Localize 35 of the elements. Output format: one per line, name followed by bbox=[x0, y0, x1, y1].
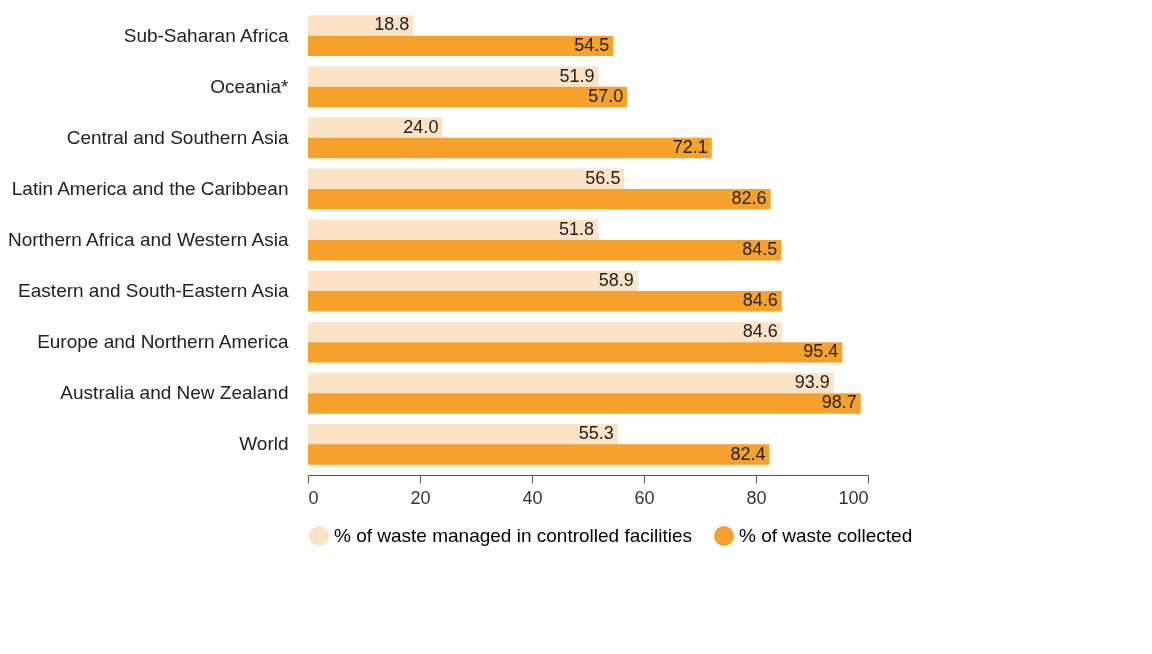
data-label: 93.9 bbox=[794, 372, 830, 393]
data-label: 57.0 bbox=[588, 85, 624, 106]
y-tick-label: Europe and Northern America bbox=[37, 331, 289, 353]
data-label: 72.1 bbox=[672, 137, 708, 158]
data-label: 18.8 bbox=[374, 14, 410, 35]
y-tick-label: Eastern and South-Eastern Asia bbox=[18, 280, 289, 302]
data-label: 95.4 bbox=[803, 341, 839, 362]
data-label: 54.5 bbox=[574, 34, 610, 55]
y-tick-label: Australia and New Zealand bbox=[60, 382, 289, 404]
data-label: 51.9 bbox=[559, 65, 595, 86]
x-tick-label: 20 bbox=[410, 487, 431, 508]
y-tick-label: Northern Africa and Western Asia bbox=[7, 229, 289, 250]
x-tick-label: 60 bbox=[634, 487, 655, 508]
data-label: 82.6 bbox=[731, 188, 767, 209]
data-label: 58.9 bbox=[598, 269, 634, 290]
data-label: 55.3 bbox=[578, 423, 614, 444]
data-label: 84.6 bbox=[742, 290, 778, 311]
x-tick-label: 40 bbox=[522, 487, 543, 508]
data-label: 84.6 bbox=[742, 320, 778, 341]
x-tick-label: 0 bbox=[308, 487, 319, 508]
data-label: 84.5 bbox=[742, 239, 778, 260]
legend-label: % of waste managed in controlled facilities bbox=[334, 525, 693, 546]
y-tick-label: World bbox=[239, 433, 289, 455]
y-tick-label: Latin America and the Caribbean bbox=[11, 177, 289, 199]
x-tick-label: 80 bbox=[746, 487, 767, 508]
legend-label: % of waste collected bbox=[739, 525, 913, 546]
data-label: 56.5 bbox=[585, 167, 621, 188]
y-tick-label: Oceania* bbox=[210, 75, 290, 97]
x-tick-label: 100 bbox=[838, 487, 869, 508]
y-tick-label: Sub-Saharan Africa bbox=[123, 24, 289, 46]
data-label: 82.4 bbox=[730, 443, 766, 464]
y-tick-label: Central and Southern Asia bbox=[66, 126, 289, 148]
data-label: 24.0 bbox=[403, 116, 439, 137]
data-label: 51.8 bbox=[559, 218, 595, 239]
data-label: 98.7 bbox=[821, 392, 857, 413]
